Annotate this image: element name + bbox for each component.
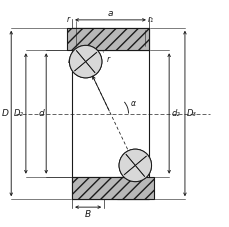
Bar (72, 28, 148, 50)
Text: r: r (67, 15, 75, 47)
Bar (72, 177, 148, 199)
Text: r: r (103, 52, 109, 64)
Text: a: a (107, 9, 113, 18)
Text: d: d (38, 109, 44, 118)
Bar (72, 28, 104, 50)
Circle shape (119, 149, 151, 182)
Bar (67, 28, 148, 50)
Text: D₂: D₂ (14, 109, 24, 118)
Text: B: B (85, 210, 91, 219)
Circle shape (69, 45, 101, 78)
Bar (72, 177, 153, 199)
Bar (116, 177, 148, 199)
Text: D: D (2, 109, 9, 118)
Text: α: α (130, 99, 135, 108)
Text: D₃: D₃ (186, 109, 196, 118)
Circle shape (119, 149, 151, 182)
Text: r₁: r₁ (145, 15, 153, 47)
Text: r: r (68, 53, 75, 65)
Text: d₂: d₂ (171, 109, 179, 118)
Circle shape (69, 45, 101, 78)
